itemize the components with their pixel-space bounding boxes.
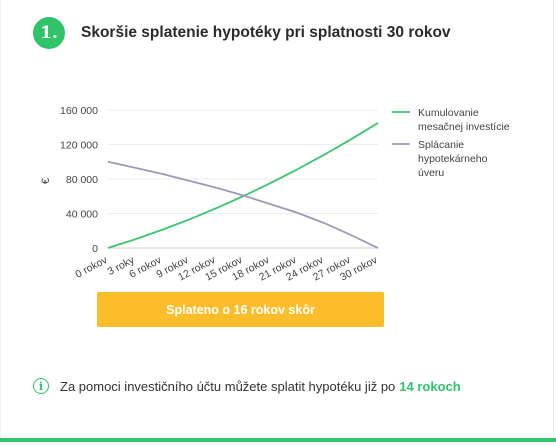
info-row: i Za pomoci investičního účtu můžete spl… xyxy=(33,378,461,394)
legend-label: Kumulovanie mesačnej investície xyxy=(418,107,510,133)
info-icon: i xyxy=(33,378,49,394)
y-tick-label: 40 000 xyxy=(66,209,98,221)
step-badge: 1. xyxy=(33,17,65,49)
series-line-mortgage xyxy=(107,160,379,249)
y-tick-label: 120 000 xyxy=(60,140,98,152)
info-highlight: 14 rokoch xyxy=(399,378,461,394)
y-tick-label: 0 xyxy=(92,243,98,255)
paid-earlier-button[interactable]: Splateno o 16 rokov skôr xyxy=(97,292,384,327)
legend-label: Splácanie hypotekárneho úveru xyxy=(418,139,488,179)
y-tick-label: 160 000 xyxy=(60,105,98,117)
mortgage-card: 1. Skoršie splatenie hypotéky pri splatn… xyxy=(0,0,554,438)
info-text: Za pomoci investičního účtu můžete splat… xyxy=(60,378,396,394)
y-axis-label: € xyxy=(40,178,52,184)
y-tick-label: 80 000 xyxy=(66,174,98,186)
bottom-accent-bar xyxy=(0,438,556,442)
section-title: Skoršie splatenie hypotéky pri splatnost… xyxy=(81,24,451,41)
